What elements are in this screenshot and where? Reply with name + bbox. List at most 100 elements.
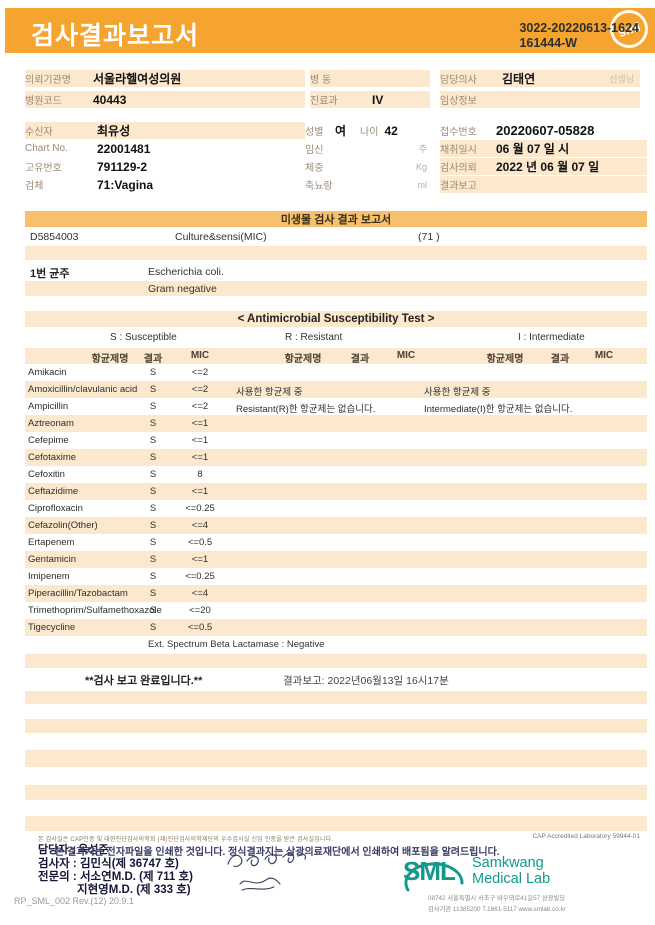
- cap-accreditation-en: CAP Accredited Laboratory 59944-01: [532, 833, 640, 840]
- field-value: 22001481: [97, 141, 151, 156]
- result-value: S: [149, 537, 157, 548]
- result-value: S: [149, 622, 157, 633]
- antibiotic-name: Ceftazidime: [28, 486, 79, 497]
- empty-row: [25, 785, 647, 800]
- field-label: 진료과: [310, 96, 338, 107]
- lab-contact: 검사기관 11385200 T.1661-5117 www.smlab.co.k…: [428, 906, 566, 913]
- col-header-mic: MIC: [190, 350, 210, 361]
- result-value: S: [149, 571, 157, 582]
- antibiotic-name: Cefotaxime: [28, 452, 77, 463]
- field-value: 42: [384, 123, 398, 138]
- field-pregnancy: 임신 주: [305, 140, 435, 157]
- field-result-report: 결과보고: [440, 176, 647, 193]
- field-unique-no: 고유번호 791129-2: [25, 158, 305, 175]
- table-row: Cefoxitin S 8: [25, 466, 647, 483]
- table-row: Piperacillin/Tazobactam S <=4: [25, 585, 647, 602]
- empty-row: [25, 691, 647, 704]
- field-label: 나이: [360, 127, 379, 138]
- field-label: 검사의뢰: [440, 163, 477, 174]
- field-value: 06 월 07 일 시: [496, 142, 570, 156]
- result-value: S: [149, 554, 157, 565]
- antibiotic-name: Cefepime: [28, 435, 69, 446]
- field-label: 임신: [305, 145, 324, 156]
- signature-icon: [227, 853, 307, 891]
- lab-address: 08742 서울특별시 서초구 바우뫼로41길57 삼광빌딩: [428, 895, 565, 902]
- mic-value: <=1: [191, 452, 209, 463]
- antibiotic-name: Imipenem: [28, 571, 70, 582]
- legend-intermediate: I : Intermediate: [518, 332, 585, 343]
- col-header-result: 결과: [550, 354, 570, 365]
- mic-value: <=20: [189, 605, 211, 616]
- empty-row: [25, 750, 647, 767]
- field-weight: 체중 Kg: [305, 158, 435, 175]
- result-value: S: [149, 418, 157, 429]
- mic-value: 8: [197, 469, 203, 480]
- sml-logo-letters: SML: [403, 856, 456, 886]
- mic-value: <=2: [191, 401, 209, 412]
- antibiotic-name: Tigecycline: [28, 622, 76, 633]
- result-value: S: [149, 384, 157, 395]
- antibiotic-name: Amoxicillin/clavulanic acid: [28, 384, 138, 395]
- field-label: 채취일시: [440, 145, 477, 156]
- antibiotic-name: Ciprofloxacin: [28, 503, 83, 514]
- result-value: S: [149, 503, 157, 514]
- field-label: 축뇨랑: [305, 181, 333, 192]
- table-row: Ciprofloxacin S <=0.25: [25, 500, 647, 517]
- mic-value: <=1: [191, 486, 209, 497]
- note-resistant: Resistant(R)한 항균제는 없습니다.: [236, 404, 376, 415]
- esbl-result: Ext. Spectrum Beta Lactamase : Negative: [148, 639, 325, 650]
- antibiotic-name: Cefoxitin: [28, 469, 65, 480]
- field-label: 고유번호: [25, 163, 62, 174]
- field-hospital-code: 병원코드 40443: [25, 91, 305, 108]
- table-row: Gentamicin S <=1: [25, 551, 647, 568]
- gram-stain: Gram negative: [148, 282, 217, 295]
- field-label: 검체: [25, 181, 44, 192]
- result-value: S: [149, 520, 157, 531]
- result-value: S: [149, 367, 157, 378]
- report-number-line1: 3022-20220613-1624: [519, 21, 639, 35]
- mic-value: <=1: [191, 554, 209, 565]
- empty-row: [25, 719, 647, 733]
- result-value: S: [149, 452, 157, 463]
- field-value: 최유성: [97, 124, 131, 138]
- cap-accreditation-kr: 본 검사실은 CAP인증 및 대한진단검사의학회 (재)진단검사의학재단의 우수…: [38, 837, 334, 843]
- test-name: Culture&sensi(MIC): [175, 231, 267, 243]
- empty-row: [25, 654, 647, 668]
- antibiotic-name: Ampicillin: [28, 401, 69, 412]
- field-department: 진료과 IV: [310, 91, 430, 108]
- note-resistant: 사용한 항균제 중: [236, 387, 303, 398]
- field-value: 2022 년 06 월 07 일: [496, 160, 600, 174]
- mic-value: <=0.25: [185, 503, 215, 514]
- field-chart-no: Chart No. 22001481: [25, 140, 305, 157]
- strain-label: 1번 균주: [30, 268, 70, 280]
- field-unit: ml: [417, 179, 428, 190]
- note-intermediate: Intermediate(I)한 항균제는 없습니다.: [424, 404, 573, 415]
- field-recipient: 수신자 최유성: [25, 122, 305, 139]
- field-value: 20220607-05828: [496, 123, 595, 138]
- col-header-result: 결과: [350, 354, 370, 365]
- ast-table-header: 항균제명 결과 MIC 항균제명 결과 MIC 항균제명 결과 MIC: [25, 348, 647, 365]
- report-datetime: 결과보고: 2022년06월13일 16시17분: [283, 675, 449, 687]
- field-ward: 병 동: [310, 70, 430, 87]
- page-title: 검사결과보고서: [31, 22, 200, 50]
- ast-table-body: Amikacin S <=2 Amoxicillin/clavulanic ac…: [25, 364, 647, 636]
- col-header-name: 항균제명: [284, 354, 322, 365]
- field-label: 체중: [305, 163, 324, 174]
- field-requesting-org: 의뢰기관명 서울라헬여성의원: [25, 70, 305, 87]
- field-collection-date: 채취일시 06 월 07 일 시: [440, 140, 647, 157]
- mic-value: <=1: [191, 418, 209, 429]
- organism-name: Escherichia coli.: [148, 266, 224, 278]
- note-intermediate: 사용한 항균제 중: [424, 387, 491, 398]
- field-label: 결과보고: [440, 181, 477, 192]
- manager-line: 담당자 : 옥성준: [38, 844, 109, 856]
- col-header-name: 항균제명: [486, 354, 524, 365]
- mic-value: <=0.25: [185, 571, 215, 582]
- table-row: Aztreonam S <=1: [25, 415, 647, 432]
- table-row: Cefotaxime S <=1: [25, 449, 647, 466]
- field-suffix: 선생님: [609, 74, 634, 84]
- specialist-line: 전문의 : 서소연M.D. (제 711 호): [38, 871, 193, 883]
- mic-value: <=2: [191, 384, 209, 395]
- antibiotic-name: Piperacillin/Tazobactam: [28, 588, 128, 599]
- specialist-line: 지현영M.D. (제 333 호): [77, 884, 191, 896]
- gram-stain-row: Gram negative: [25, 281, 647, 296]
